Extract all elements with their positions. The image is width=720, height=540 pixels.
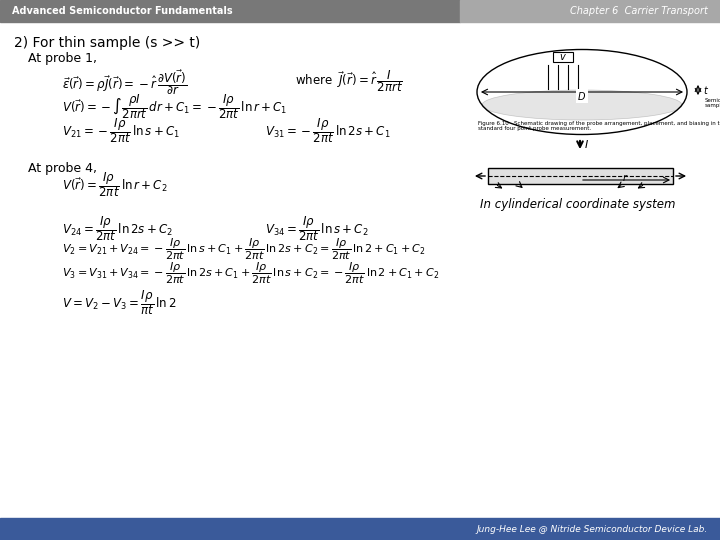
Text: In cylinderical coordinate system: In cylinderical coordinate system (480, 198, 675, 211)
Text: $I$: $I$ (584, 138, 589, 150)
Text: 2) For thin sample (s >> t): 2) For thin sample (s >> t) (14, 36, 200, 50)
Text: $V_{24} = \dfrac{I\rho}{2\pi t}\,\ln 2s + C_2$: $V_{24} = \dfrac{I\rho}{2\pi t}\,\ln 2s … (62, 214, 173, 242)
Text: Jung-Hee Lee @ Nitride Semiconductor Device Lab.: Jung-Hee Lee @ Nitride Semiconductor Dev… (477, 524, 708, 534)
Bar (0, 0, 460, 22)
Text: At probe 1,: At probe 1, (28, 52, 97, 65)
Text: $V(\vec{r}) = -\int\dfrac{\rho I}{2\pi r t}\,dr + C_1 = -\dfrac{I\rho}{2\pi t}\,: $V(\vec{r}) = -\int\dfrac{\rho I}{2\pi r… (62, 92, 287, 120)
FancyBboxPatch shape (488, 168, 673, 184)
Text: $t$: $t$ (703, 84, 709, 96)
Text: $V(\vec{r}) = \dfrac{I\rho}{2\pi t}\,\ln r + C_2$: $V(\vec{r}) = \dfrac{I\rho}{2\pi t}\,\ln… (62, 170, 168, 199)
Text: $\vec{\varepsilon}(\vec{r}) = \rho\vec{J}(\vec{r}) = -\hat{r}\,\dfrac{\partial V: $\vec{\varepsilon}(\vec{r}) = \rho\vec{J… (62, 68, 187, 97)
Text: $V_{21} = -\dfrac{I\rho}{2\pi t}\,\ln s + C_1$: $V_{21} = -\dfrac{I\rho}{2\pi t}\,\ln s … (62, 116, 180, 145)
Text: standard four point probe measurement.: standard four point probe measurement. (478, 126, 591, 131)
Text: Figure 6.10   Schematic drawing of the probe arrangement, placement, and biasing: Figure 6.10 Schematic drawing of the pro… (478, 121, 720, 126)
Bar (553, 52, 573, 62)
Text: $V_{34} = \dfrac{I\rho}{2\pi t}\,\ln s + C_2$: $V_{34} = \dfrac{I\rho}{2\pi t}\,\ln s +… (265, 214, 369, 242)
Text: Chapter 6  Carrier Transport: Chapter 6 Carrier Transport (570, 6, 708, 16)
Text: $V_3 = V_{31} + V_{34} = -\dfrac{I\rho}{2\pi t}\,\ln 2s + C_1 + \dfrac{I\rho}{2\: $V_3 = V_{31} + V_{34} = -\dfrac{I\rho}{… (62, 261, 439, 287)
Bar (460, 0, 720, 22)
Text: Semiconductor
sample: Semiconductor sample (705, 98, 720, 109)
Text: $v$: $v$ (559, 52, 567, 62)
Text: $V_2 = V_{21} + V_{24} = -\dfrac{I\rho}{2\pi t}\,\ln s + C_1 + \dfrac{I\rho}{2\p: $V_2 = V_{21} + V_{24} = -\dfrac{I\rho}{… (62, 237, 426, 262)
Bar (0, 518, 720, 540)
Text: At probe 4,: At probe 4, (28, 162, 97, 175)
Text: $r$: $r$ (622, 172, 629, 183)
Text: $V_{31} = -\dfrac{I\rho}{2\pi t}\,\ln 2s + C_1$: $V_{31} = -\dfrac{I\rho}{2\pi t}\,\ln 2s… (265, 116, 390, 145)
Ellipse shape (482, 90, 682, 120)
Text: $V = V_2 - V_3 = \dfrac{I\rho}{\pi t}\,\ln 2$: $V = V_2 - V_3 = \dfrac{I\rho}{\pi t}\,\… (62, 288, 176, 316)
Text: where $\;\vec{J}(\vec{r}) = \hat{r}\,\dfrac{I}{2\pi r t}$: where $\;\vec{J}(\vec{r}) = \hat{r}\,\df… (295, 68, 403, 93)
Text: $D$: $D$ (577, 90, 587, 102)
Text: Advanced Semiconductor Fundamentals: Advanced Semiconductor Fundamentals (12, 6, 233, 16)
